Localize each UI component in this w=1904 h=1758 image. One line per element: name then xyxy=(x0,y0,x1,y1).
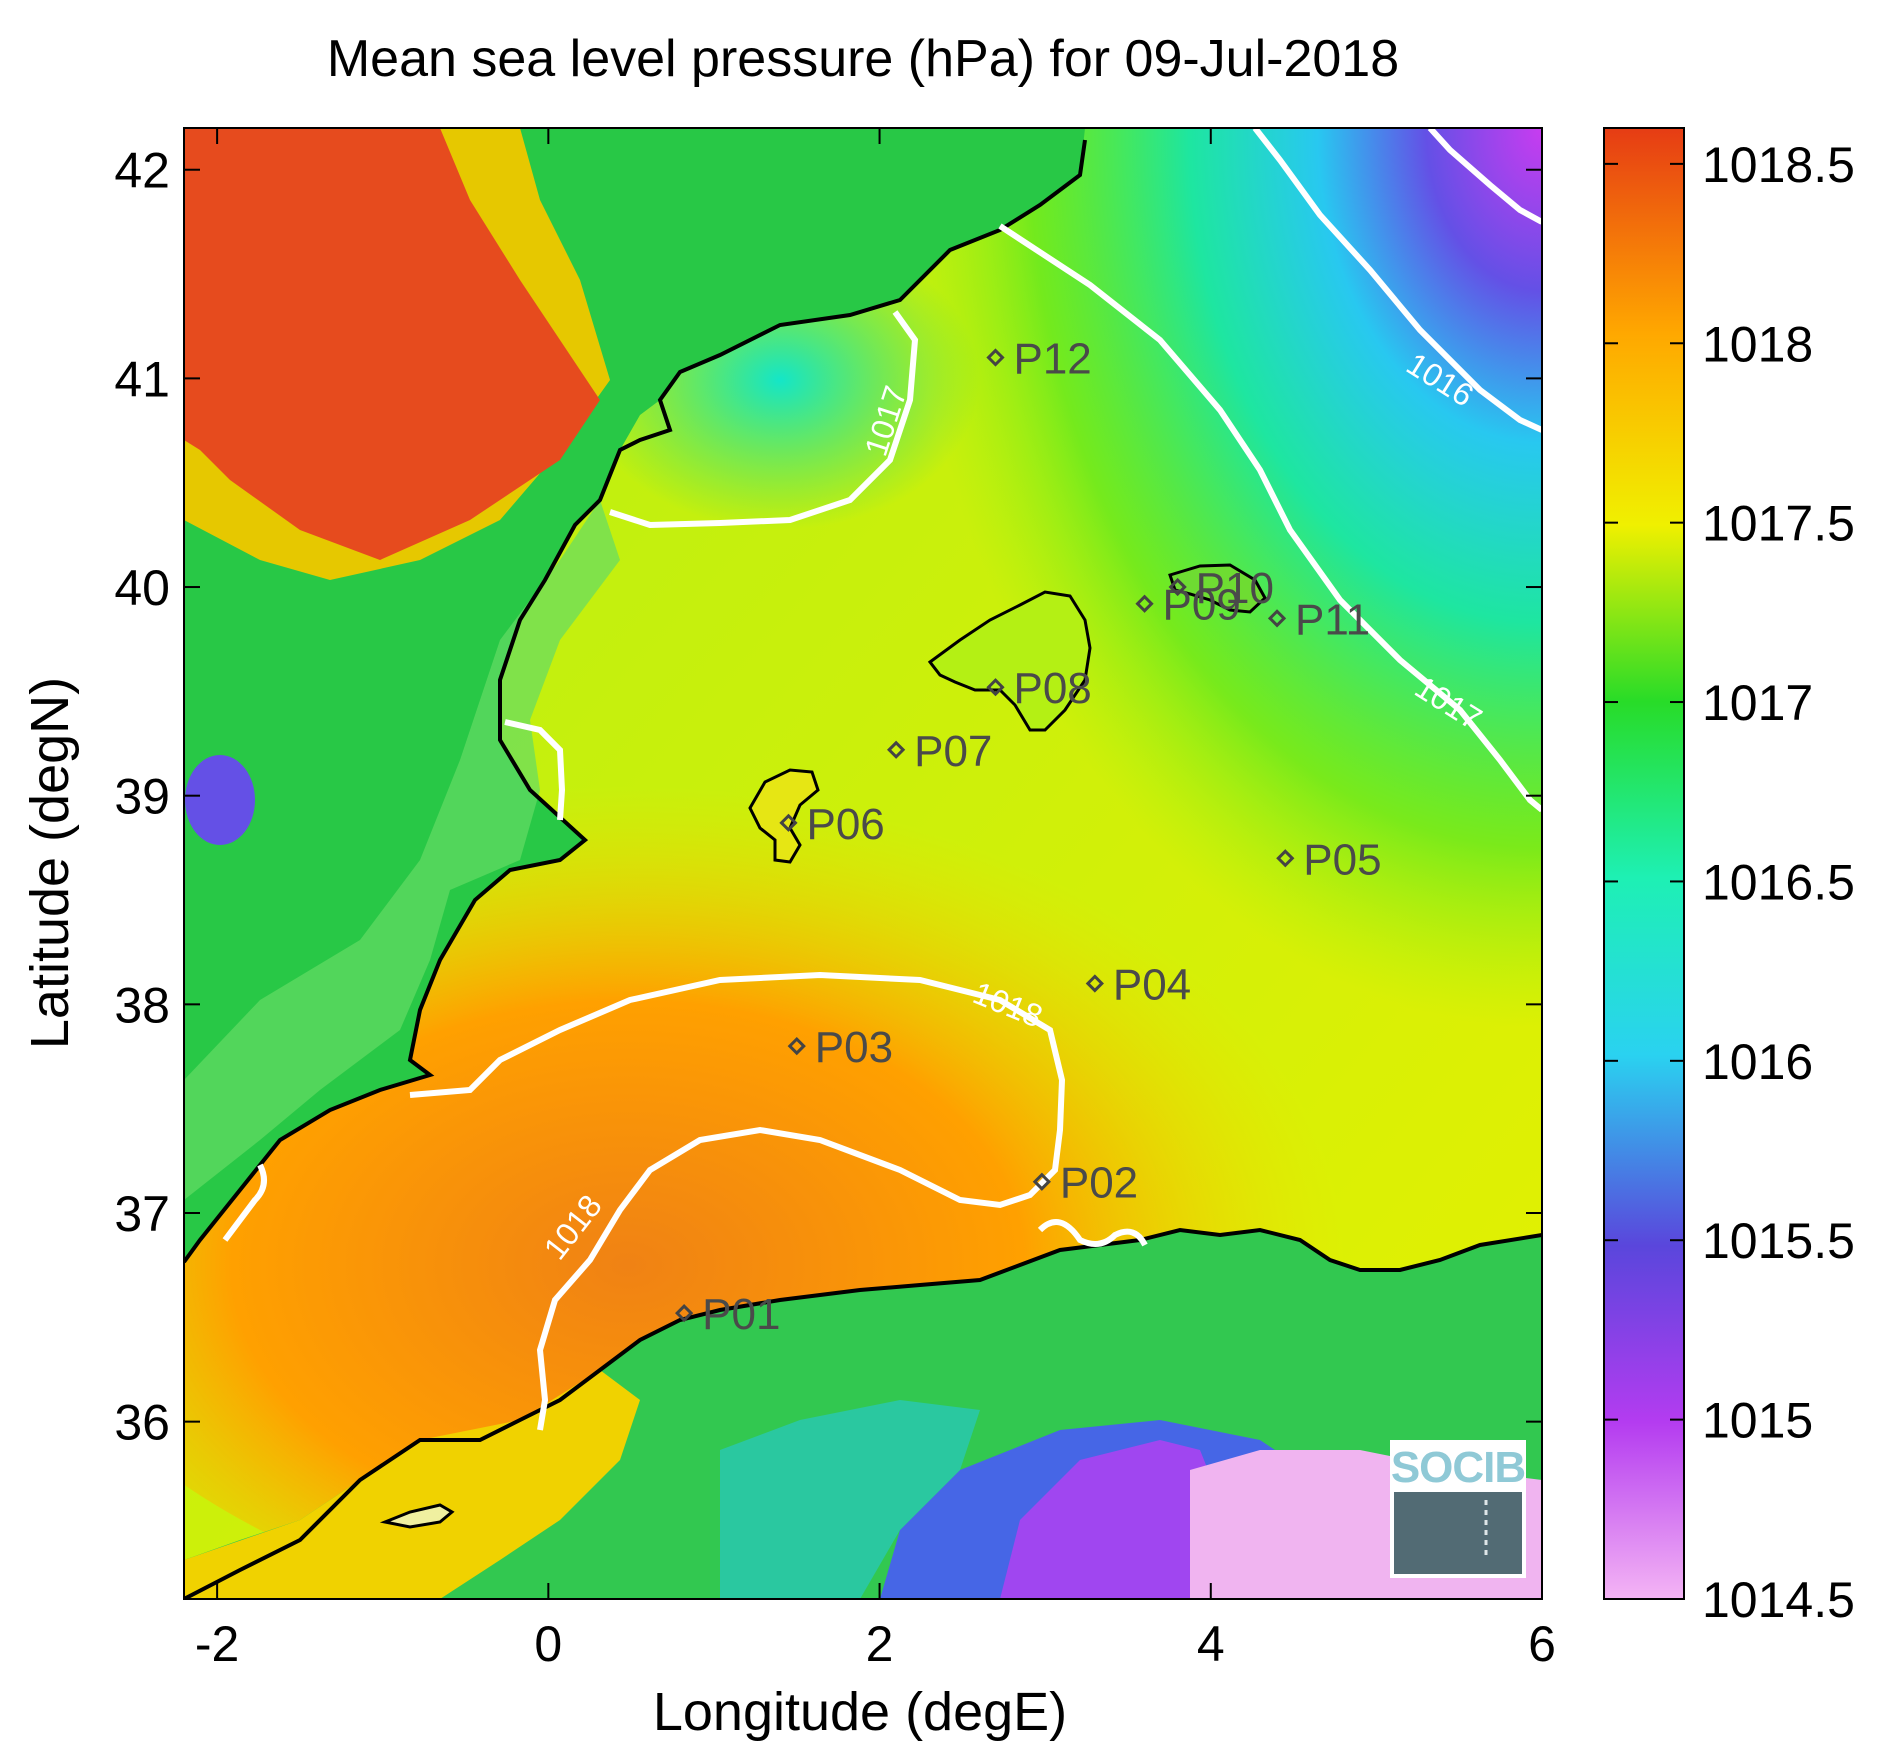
inland-low-spot xyxy=(185,755,255,845)
station-label: P02 xyxy=(1060,1159,1138,1208)
station-label: P03 xyxy=(815,1023,893,1072)
station-label: P11 xyxy=(1295,595,1370,644)
contour-1017-northwest xyxy=(609,310,919,529)
menorca-island xyxy=(1168,563,1267,614)
colorbar-tick-label: 1018 xyxy=(1702,316,1813,372)
y-tick-label: 39 xyxy=(114,769,170,825)
iberia-coastline xyxy=(184,139,1087,1264)
station-marker xyxy=(1276,849,1295,868)
colorbar: 1014.5 1015 1015.5 1016 1016.5 1017 1017.5 1018… xyxy=(1603,127,1855,1628)
y-axis-ticks: 36 37 38 39 40 41 42 xyxy=(114,143,1542,1451)
station-marker xyxy=(1168,577,1187,597)
station-label: P07 xyxy=(914,727,992,776)
station-marker xyxy=(675,1304,694,1323)
station-marker xyxy=(986,348,1005,367)
station-label: P05 xyxy=(1303,835,1381,884)
contour-1018-southwest-fragment xyxy=(222,1163,267,1242)
y-tick-label: 41 xyxy=(114,351,170,407)
station-label: P06 xyxy=(806,800,884,849)
x-tick-label: 2 xyxy=(866,1616,894,1672)
contour-1018-fragments xyxy=(1037,1219,1148,1247)
contour-1018-outer xyxy=(409,971,1066,1431)
map-title: Mean sea level pressure (hPa) for 09-Jul… xyxy=(327,30,1399,88)
iberia-plateau xyxy=(184,128,600,560)
colorbar-tick-label: 1016.5 xyxy=(1702,854,1855,910)
colorbar-tick-label: 1015.5 xyxy=(1702,1213,1855,1269)
contour-1016-corner xyxy=(1427,128,1542,225)
colorbar-tick-label: 1017.5 xyxy=(1702,496,1855,552)
colorbar-tick-label: 1017 xyxy=(1702,675,1813,731)
x-axis-ticks: -2 0 2 4 6 xyxy=(195,128,1556,1672)
socib-logo: SOCIB xyxy=(1390,1440,1526,1578)
station-marker xyxy=(787,1036,806,1056)
station-label: P08 xyxy=(1013,664,1091,713)
x-tick-label: -2 xyxy=(195,1616,239,1672)
station-marker xyxy=(887,740,906,759)
station-marker xyxy=(1085,974,1104,993)
x-axis-label: Longitude (degE) xyxy=(653,1682,1067,1742)
colorbar-ticks: 1014.5 1015 1015.5 1016 1016.5 1017 1017.5 1018… xyxy=(1604,137,1855,1628)
colorbar-tick-label: 1015 xyxy=(1702,1393,1813,1449)
y-tick-label: 40 xyxy=(114,560,170,616)
africa-mid-band xyxy=(720,1400,980,1599)
iberia-coastal-band xyxy=(184,500,620,1200)
socib-logo-water xyxy=(1394,1492,1522,1574)
colorbar-tick-label: 1018.5 xyxy=(1702,137,1855,193)
colorbar-tick-label: 1014.5 xyxy=(1702,1572,1855,1628)
x-tick-label: 0 xyxy=(534,1616,562,1672)
station-label: P12 xyxy=(1013,335,1091,384)
alboran-islet xyxy=(379,1503,455,1529)
y-tick-label: 42 xyxy=(114,143,170,199)
x-tick-label: 4 xyxy=(1197,1616,1225,1672)
colorbar-gradient xyxy=(1603,127,1685,1600)
x-tick-label: 6 xyxy=(1528,1616,1556,1672)
y-tick-label: 36 xyxy=(114,1395,170,1451)
map-frame xyxy=(183,127,1543,1600)
y-axis-label: Latitude (degN) xyxy=(20,677,80,1049)
contour-1016 xyxy=(1252,128,1542,433)
station-label: P04 xyxy=(1113,960,1191,1009)
station-marker xyxy=(986,678,1005,697)
station-marker xyxy=(1267,609,1287,628)
y-tick-label: 37 xyxy=(114,1186,170,1242)
mallorca-island xyxy=(927,590,1092,732)
station-label: P10 xyxy=(1196,564,1274,613)
station-label: P09 xyxy=(1163,581,1241,630)
colorbar-tick-label: 1016 xyxy=(1702,1034,1813,1090)
contour-1017-west xyxy=(504,719,566,821)
station-marker xyxy=(779,813,798,832)
station-label: P01 xyxy=(702,1290,780,1339)
station-marker xyxy=(1135,594,1154,613)
y-tick-label: 38 xyxy=(114,977,170,1033)
station-marker xyxy=(1032,1172,1051,1191)
africa-interior-violet xyxy=(1000,1440,1230,1599)
africa-coastline xyxy=(184,1227,1542,1599)
contour-1017-east xyxy=(998,223,1542,813)
socib-logo-text: SOCIB xyxy=(1391,1443,1525,1492)
